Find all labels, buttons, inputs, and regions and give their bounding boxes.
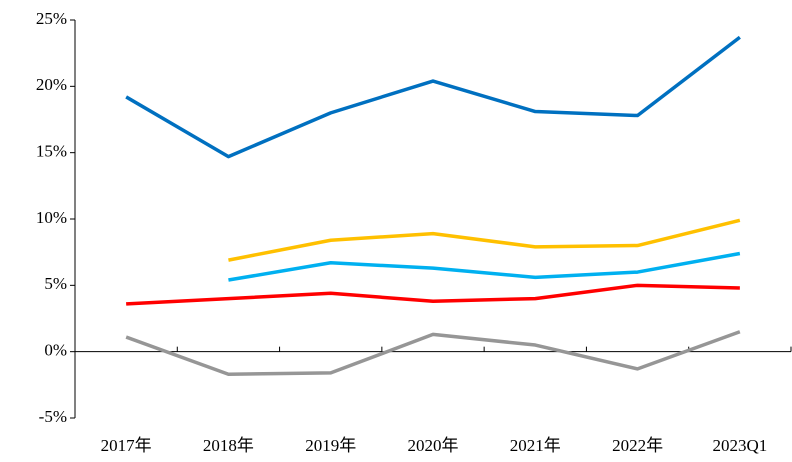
- y-tick-label: -5%: [39, 407, 67, 426]
- series-line: [228, 251, 741, 282]
- x-tick-label: 2018年: [203, 436, 254, 455]
- series-line: [125, 35, 741, 159]
- x-tick-label: 2020年: [408, 436, 459, 455]
- x-tick-label: 2019年: [305, 436, 356, 455]
- x-tick-label: 2022年: [612, 436, 663, 455]
- series-line: [228, 218, 741, 262]
- series-line: [125, 330, 741, 376]
- y-tick-label: 0%: [44, 341, 67, 360]
- x-tick-label: 2021年: [510, 436, 561, 455]
- y-tick-label: 20%: [36, 75, 67, 94]
- y-tick-label: 5%: [44, 274, 67, 293]
- series-line: [126, 283, 740, 306]
- y-tick-label: 10%: [36, 208, 67, 227]
- y-tick-label: 25%: [36, 9, 67, 28]
- y-tick-label: 15%: [36, 142, 67, 161]
- x-tick-label: 2017年: [101, 436, 152, 455]
- x-tick-label: 2023Q1: [712, 436, 767, 455]
